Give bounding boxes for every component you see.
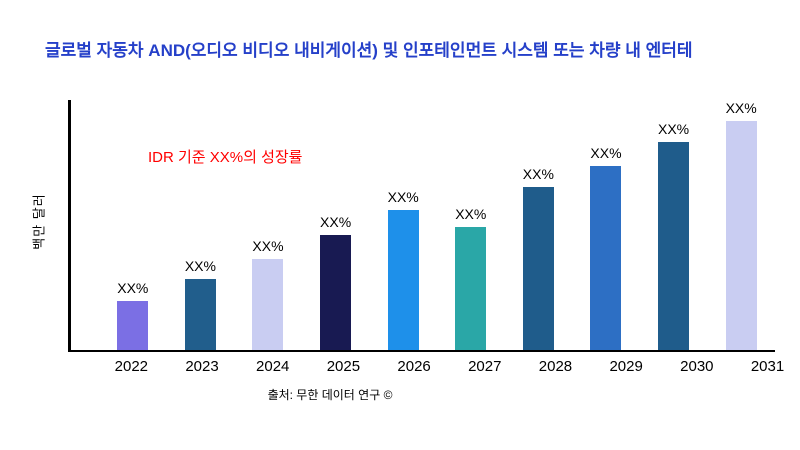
bar-group-2023: XX%	[167, 100, 234, 350]
bar-2024	[252, 259, 284, 350]
x-tick-2029: 2029	[609, 358, 643, 375]
y-axis-label: 백만 달러	[31, 193, 47, 250]
bar-2022	[117, 301, 149, 350]
bar-value-label: XX%	[252, 238, 284, 254]
x-tick-2024: 2024	[256, 358, 290, 375]
chart-title: 글로벌 자동차 AND(오디오 비디오 내비게이션) 및 인포테인먼트 시스템 …	[45, 41, 693, 60]
growth-annotation: IDR 기준 XX%의 성장률	[148, 149, 303, 166]
x-tick-2026: 2026	[397, 358, 431, 375]
bar-value-label: XX%	[522, 166, 554, 183]
x-tick-2028: 2028	[538, 358, 573, 375]
x-tick-2023: 2023	[185, 358, 219, 375]
bar-value-label: XX%	[657, 121, 690, 137]
bar-group-2026: XX%	[370, 100, 437, 350]
bar-2029	[590, 166, 622, 350]
x-tick-2027: 2027	[468, 358, 502, 375]
bar-group-2027: XX%	[437, 100, 504, 350]
bar-value-label: XX%	[725, 100, 757, 116]
x-tick-2025: 2025	[326, 358, 361, 375]
bar-value-label: XX%	[455, 206, 487, 222]
bar-group-2025: XX%	[302, 100, 369, 350]
bar-2028	[522, 187, 554, 350]
bar-2025	[320, 235, 352, 350]
source-caption: 출처: 무한 데이터 연구 ©	[267, 388, 393, 402]
bar-value-label: XX%	[184, 258, 216, 274]
bar-group-2024: XX%	[234, 100, 301, 350]
bar-2031	[725, 121, 757, 350]
bar-2023	[184, 279, 216, 350]
bar-value-label: XX%	[320, 214, 352, 230]
bars-area: XX% XX% XX% XX% XX% XX% XX% XX% XX% XX%	[71, 100, 775, 350]
bar-value-label: XX%	[117, 280, 149, 296]
x-axis-ticks: 2022 2023 2024 2025 2026 2027 2028 2029 2030 2031	[68, 358, 800, 375]
bar-value-label: XX%	[387, 189, 419, 205]
x-tick-2022: 2022	[114, 358, 149, 375]
plot-area: XX% XX% XX% XX% XX% XX% XX% XX% XX% XX%	[68, 100, 775, 352]
bar-2027	[455, 227, 487, 350]
x-tick-2030: 2030	[680, 358, 714, 375]
bar-group-2030: XX%	[640, 100, 707, 350]
x-tick-2031: 2031	[750, 358, 785, 375]
bar-2030	[658, 142, 690, 350]
bar-group-2022: XX%	[99, 100, 166, 350]
bar-group-2028: XX%	[505, 100, 572, 350]
bar-value-label: XX%	[590, 145, 622, 161]
bar-group-2029: XX%	[572, 100, 639, 350]
bar-group-2031: XX%	[708, 100, 775, 350]
bar-2026	[387, 210, 419, 350]
